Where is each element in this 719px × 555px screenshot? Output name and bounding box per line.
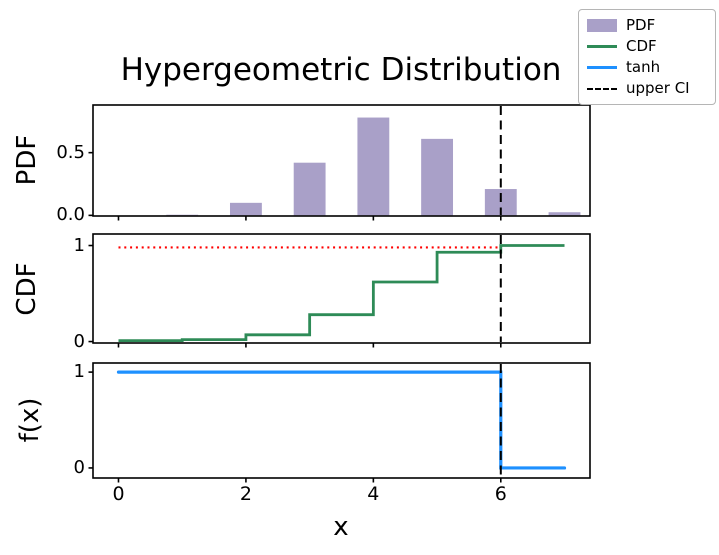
x-axis-label: x	[333, 512, 349, 542]
chart-title: Hypergeometric Distribution	[120, 52, 562, 88]
fx-y-axis-label: f(x)	[15, 397, 45, 443]
legend-label: tanh	[626, 58, 661, 76]
xtick-label-6: 6	[494, 482, 507, 505]
xtick-label-0: 0	[112, 482, 125, 505]
legend-swatch-line	[587, 45, 617, 48]
xtick-label-4: 4	[367, 482, 380, 505]
pdf-y-axis-label: PDF	[12, 134, 42, 186]
legend-label: CDF	[626, 37, 657, 55]
legend-swatch-patch	[587, 19, 617, 32]
legend-label: PDF	[626, 16, 656, 34]
ytick-label-cdf-1: 1	[73, 234, 85, 256]
legend-swatch-line	[587, 66, 617, 69]
legend-item-cdf: CDF	[587, 38, 707, 55]
ytick-label-tanh-1: 1	[73, 361, 85, 383]
legend-item-upper-ci: upper CI	[587, 80, 707, 97]
ytick-label-pdf-0.0: 0.0	[56, 204, 85, 226]
ytick-label-pdf-0.5: 0.5	[56, 141, 85, 163]
legend-item-pdf: PDF	[587, 17, 707, 34]
ytick-label-tanh-0: 0	[73, 456, 85, 478]
legend-label: upper CI	[626, 79, 690, 97]
legend: PDF CDF tanh upper CI	[578, 9, 716, 105]
xtick-label-2: 2	[239, 482, 252, 505]
ytick-label-cdf-0: 0	[73, 330, 85, 352]
legend-swatch-dash	[587, 87, 617, 90]
legend-item-tanh: tanh	[587, 59, 707, 76]
cdf-y-axis-label: CDF	[12, 262, 42, 316]
